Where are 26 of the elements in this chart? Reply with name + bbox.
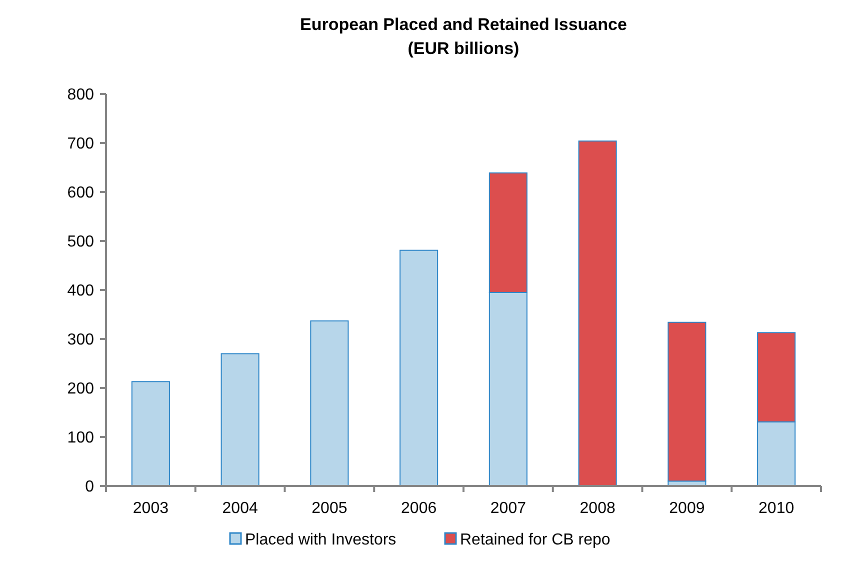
bar bbox=[578, 140, 617, 486]
bar bbox=[400, 250, 438, 486]
y-tick-label: 0 bbox=[85, 478, 94, 496]
x-tick-label: 2009 bbox=[669, 500, 705, 517]
y-tick-label: 200 bbox=[67, 380, 94, 398]
y-tick-label: 700 bbox=[67, 136, 94, 153]
legend-label: Placed with Investors bbox=[245, 532, 396, 549]
x-tick-label: 2007 bbox=[490, 500, 526, 517]
x-tick-label: 2006 bbox=[401, 500, 437, 517]
y-tick-label: 100 bbox=[67, 430, 94, 447]
y-tick-label: 500 bbox=[67, 234, 94, 251]
x-tick-label: 2005 bbox=[312, 500, 348, 517]
bar bbox=[668, 322, 706, 482]
y-tick-label: 300 bbox=[67, 332, 94, 349]
x-tick-label: 2003 bbox=[132, 500, 169, 517]
legend-label: Retained for CB repo bbox=[460, 532, 610, 549]
x-tick-label: 2008 bbox=[580, 500, 616, 517]
y-tick-label: 800 bbox=[67, 86, 94, 104]
x-tick-label: 2004 bbox=[222, 500, 258, 517]
bar bbox=[310, 320, 349, 486]
x-tick-label: 2010 bbox=[758, 500, 794, 517]
bar bbox=[131, 381, 170, 486]
y-tick-label: 600 bbox=[67, 184, 94, 202]
chart-title: European Placed and Retained Issuance (EUR billions) bbox=[300, 15, 627, 58]
y-tick-label: 400 bbox=[67, 282, 94, 300]
bar bbox=[220, 353, 260, 486]
